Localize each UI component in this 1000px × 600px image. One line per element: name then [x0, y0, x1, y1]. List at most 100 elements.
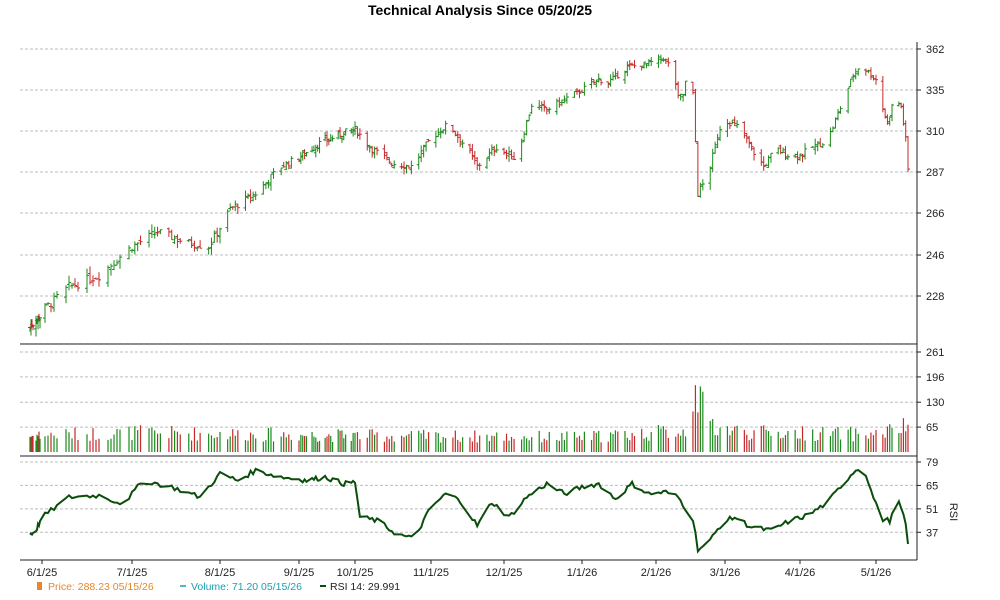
candle: [608, 74, 613, 87]
volume-bar: [366, 437, 368, 452]
candle: [253, 191, 258, 201]
volume-bar: [648, 440, 650, 452]
candle: [91, 275, 95, 287]
grid-layer: [20, 48, 917, 533]
candle: [484, 157, 489, 170]
candle: [357, 128, 362, 140]
volume-bar: [267, 427, 270, 452]
volume-bar: [598, 430, 600, 452]
volume-bar: [298, 440, 300, 452]
candle: [813, 138, 818, 155]
volume-bar: [318, 440, 321, 452]
candle: [752, 147, 757, 161]
volume-bar: [39, 438, 41, 452]
volume-bar: [328, 434, 330, 452]
candle: [730, 119, 735, 125]
volume-bar: [546, 440, 548, 452]
volume-bar: [510, 436, 513, 452]
volume-bar: [154, 430, 156, 452]
volume-bar: [350, 440, 352, 452]
x-tick-label: 11/1/25: [413, 567, 449, 579]
volume-bar: [435, 432, 437, 452]
rsi-line-path: [29, 467, 909, 554]
volume-bar: [191, 440, 193, 452]
candle: [233, 200, 238, 212]
volume-bar: [311, 431, 313, 452]
volume-bar: [593, 430, 595, 452]
candle: [833, 117, 838, 129]
candle: [848, 78, 853, 88]
candle: [642, 61, 647, 69]
chart-title: Technical Analysis Since 05/20/25: [368, 2, 592, 18]
volume-bar: [341, 430, 343, 452]
volume-bar: [834, 428, 837, 452]
volume-bar: [354, 432, 356, 452]
candle: [49, 303, 53, 313]
volume-bar: [680, 435, 682, 452]
volume-bar: [457, 439, 459, 452]
volume-bar: [610, 432, 612, 452]
volume-bar: [290, 439, 292, 452]
volume-bar: [92, 428, 94, 452]
candle: [820, 143, 825, 149]
volume-bar: [315, 437, 317, 452]
volume-bar: [576, 437, 578, 452]
volume-bar: [35, 440, 37, 452]
price-tick-label: 362: [926, 44, 944, 56]
volume-bar: [71, 438, 73, 452]
volume-bar: [369, 429, 371, 452]
volume-bar: [697, 412, 699, 452]
candle: [487, 148, 492, 162]
candle: [646, 59, 651, 67]
volume-tick-label: 65: [926, 422, 938, 434]
volume-bar: [371, 429, 373, 452]
volume-bar: [657, 425, 660, 452]
volume-bar: [675, 436, 677, 452]
candle: [759, 148, 764, 166]
candle: [426, 138, 431, 142]
volume-bar: [712, 419, 714, 452]
volume-bar: [882, 434, 884, 452]
candle: [97, 272, 101, 287]
volume-bar: [252, 434, 254, 452]
candle: [828, 127, 833, 147]
volume-bar: [852, 441, 854, 452]
candle: [793, 153, 798, 159]
volume-bar: [855, 428, 857, 452]
candle: [544, 107, 549, 115]
legend-volume: Volume: 71.20 05/15/26: [191, 581, 302, 593]
volume-bar: [743, 429, 745, 452]
volume-bar: [423, 429, 425, 452]
candle: [625, 61, 630, 77]
volume-bar: [462, 437, 464, 452]
rsi-tick-label: 65: [926, 480, 938, 492]
volume-bar: [493, 436, 495, 452]
candle: [251, 191, 256, 202]
volume-bar: [513, 438, 515, 452]
candle: [673, 59, 678, 90]
volume-bar: [631, 432, 633, 452]
volume-bar: [814, 440, 816, 452]
candle: [70, 282, 74, 289]
volume-bar: [188, 433, 190, 452]
candle: [106, 265, 110, 287]
candle: [246, 193, 251, 199]
candle: [198, 240, 203, 249]
volume-bar: [629, 440, 631, 452]
candle: [871, 75, 876, 81]
candle: [178, 238, 183, 244]
legend-price: Price: 288.23 05/15/26: [48, 581, 154, 593]
volume-bar: [777, 431, 779, 452]
x-tick-label: 5/1/26: [861, 567, 892, 579]
candle: [384, 152, 389, 161]
volume-bar: [388, 439, 390, 452]
candle: [330, 135, 335, 142]
legend-rsi: RSI 14: 29.991: [330, 581, 400, 593]
volume-bar: [491, 435, 493, 452]
candle: [467, 143, 472, 154]
volume-bar: [445, 438, 447, 452]
candle: [810, 145, 815, 148]
x-tick-label: 2/1/26: [641, 567, 672, 579]
candle: [64, 285, 68, 304]
candle: [863, 68, 868, 76]
